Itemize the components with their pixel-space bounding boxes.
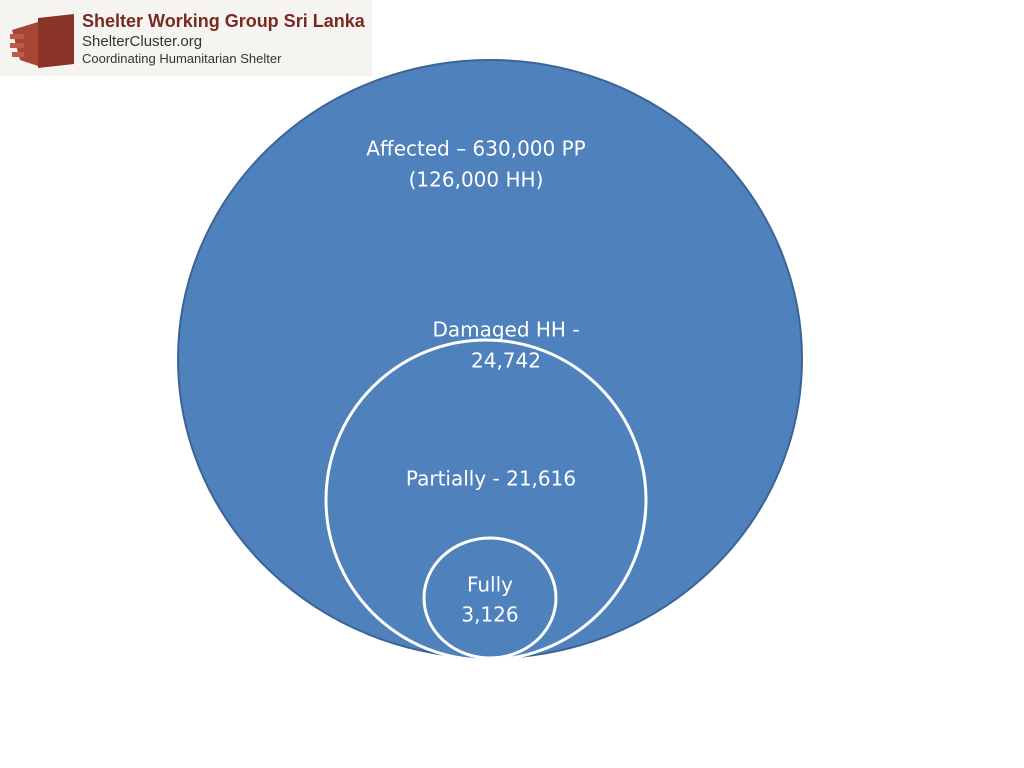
node-label: 3,126 <box>461 603 518 627</box>
node-label: Partially - 21,616 <box>406 467 576 491</box>
node-label: 24,742 <box>471 349 541 373</box>
fully-circle <box>422 536 558 660</box>
node-label: Fully <box>467 573 513 597</box>
damaged-circle <box>324 338 648 662</box>
logo-title: Shelter Working Group Sri Lanka <box>82 11 366 31</box>
logo-tagline: Coordinating Humanitarian Shelter <box>82 51 282 66</box>
node-label: Affected – 630,000 PP <box>366 137 586 161</box>
logo-icon <box>10 14 74 68</box>
node-label: Damaged HH - <box>432 318 579 342</box>
node-label: (126,000 HH) <box>409 168 544 192</box>
logo-site: ShelterCluster.org <box>82 33 202 50</box>
